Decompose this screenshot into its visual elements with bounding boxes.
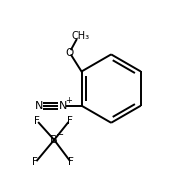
Text: F: F [32, 157, 38, 167]
Text: O: O [65, 48, 74, 58]
Text: F: F [34, 116, 40, 126]
Text: +: + [65, 96, 72, 105]
Text: N: N [35, 101, 43, 111]
Text: F: F [67, 116, 73, 126]
Text: B: B [50, 135, 58, 145]
Text: CH₃: CH₃ [72, 31, 90, 40]
Text: F: F [68, 157, 74, 167]
Text: −: − [56, 130, 64, 140]
Text: N: N [58, 101, 67, 111]
